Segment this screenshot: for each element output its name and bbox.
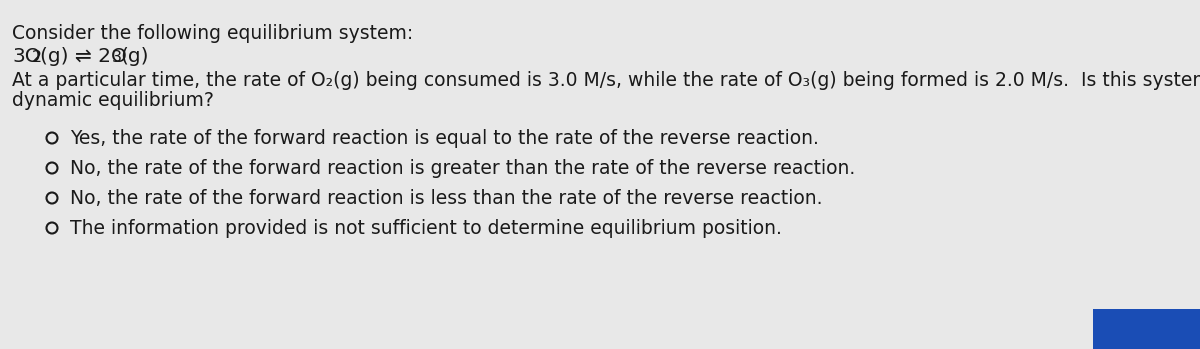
Text: (g) ⇌ 2O: (g) ⇌ 2O	[40, 47, 127, 66]
Text: The information provided is not sufficient to determine equilibrium position.: The information provided is not sufficie…	[70, 218, 782, 238]
Text: 2: 2	[32, 50, 42, 65]
Bar	[1093, 309, 1200, 349]
Text: Consider the following equilibrium system:: Consider the following equilibrium syste…	[12, 24, 413, 43]
Text: 3: 3	[112, 50, 122, 65]
Text: No, the rate of the forward reaction is less than the rate of the reverse reacti: No, the rate of the forward reaction is …	[70, 188, 822, 208]
Text: Yes, the rate of the forward reaction is equal to the rate of the reverse reacti: Yes, the rate of the forward reaction is…	[70, 128, 818, 148]
Text: dynamic equilibrium?: dynamic equilibrium?	[12, 91, 214, 110]
Text: (g): (g)	[120, 47, 149, 66]
Text: No, the rate of the forward reaction is greater than the rate of the reverse rea: No, the rate of the forward reaction is …	[70, 158, 856, 178]
Text: At a particular time, the rate of O₂(g) being consumed is 3.0 M/s, while the rat: At a particular time, the rate of O₂(g) …	[12, 71, 1200, 90]
Text: 3O: 3O	[12, 47, 41, 66]
